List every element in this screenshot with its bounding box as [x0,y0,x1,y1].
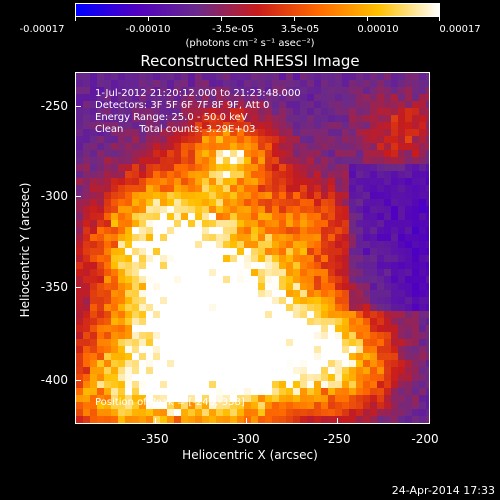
x-axis-label: Heliocentric X (arcsec) [182,448,318,462]
y-tick-label: -250 [40,99,68,113]
x-tick-mark [337,418,338,424]
colorbar [75,3,440,17]
colorbar-tick-label: -3.5e-05 [212,24,254,35]
y-tick-label: -300 [40,189,68,203]
colorbar-tick-mark [439,17,440,21]
energy-range-text: Energy Range: 25.0 - 50.0 keV [95,112,248,123]
colorbar-tick-mark [75,17,76,21]
x-tick-mark [155,418,156,424]
x-tick-label: -350 [141,432,169,446]
x-tick-label: -300 [232,432,260,446]
y-tick-mark [75,106,81,107]
colorbar-tick-label: -0.00017 [19,24,65,35]
time-range-text: 1-Jul-2012 21:20:12.000 to 21:23:48.000 [95,88,301,99]
y-tick-mark [75,196,81,197]
y-tick-mark [75,287,81,288]
plot-title: Reconstructed RHESSI Image [140,52,360,70]
colorbar-tick-mark [148,17,149,21]
colorbar-tick-label: -0.00010 [125,24,171,35]
y-tick-label: -350 [40,280,68,294]
colorbar-tick-mark [294,17,295,21]
colorbar-units: (photons cm⁻² s⁻¹ asec⁻²) [185,38,315,49]
y-tick-mark [75,380,81,381]
colorbar-tick-mark [367,17,368,21]
y-axis-label: Heliocentric Y (arcsec) [18,182,32,318]
rhessi-image-heatmap [76,73,429,423]
colorbar-tick-label: 0.00017 [439,24,481,35]
y-tick-label: -400 [40,373,68,387]
x-tick-label: -250 [323,432,351,446]
peak-position-text: Position of Peak = [-246,-338] [95,397,245,408]
colorbar-tick-mark [221,17,222,21]
detectors-text: Detectors: 3F 5F 6F 7F 8F 9F, Att 0 [95,100,270,111]
colorbar-tick-label: 0.00010 [357,24,399,35]
x-tick-mark [246,418,247,424]
rhessi-image-plot [75,72,430,424]
date-stamp: 24-Apr-2014 17:33 [391,484,495,497]
clean-counts-text: Clean Total counts: 3.29E+03 [95,124,256,135]
colorbar-tick-label: 3.5e-05 [280,24,320,35]
x-tick-label: -200 [411,432,439,446]
